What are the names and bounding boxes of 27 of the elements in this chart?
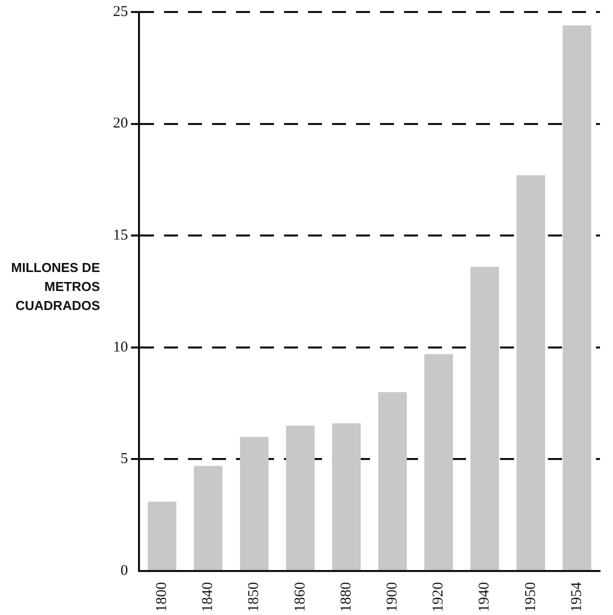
x-tick-label: 1860: [292, 582, 308, 612]
y-tick-label: 25: [113, 4, 128, 20]
bar: [470, 266, 500, 570]
y-tick-label: 15: [113, 228, 128, 244]
bar: [562, 25, 592, 570]
bar: [424, 354, 453, 570]
bar: [194, 466, 222, 570]
x-tick-label: 1880: [338, 582, 354, 612]
x-tick-label: 1954: [568, 582, 585, 612]
y-axis-title: MILLONES DE METROS CUADRADOS: [10, 259, 100, 315]
bar: [240, 436, 269, 570]
x-tick-label: 1920: [430, 582, 447, 612]
x-tick-label: 1850: [246, 582, 262, 612]
y-tick-label: 5: [120, 451, 128, 468]
bar: [332, 423, 361, 570]
bar: [148, 502, 176, 570]
x-tick-label: 1950: [522, 582, 539, 612]
x-tick-label: 1800: [154, 582, 170, 612]
bar: [378, 392, 407, 570]
bar: [516, 175, 546, 570]
y-tick-label: 10: [113, 339, 128, 356]
bar: [286, 426, 315, 570]
x-tick-label: 1940: [476, 582, 493, 612]
x-tick-label: 1840: [200, 582, 216, 612]
y-tick-label: 20: [113, 116, 128, 132]
x-tick-label: 1900: [384, 582, 400, 612]
y-tick-label: 0: [120, 562, 128, 579]
